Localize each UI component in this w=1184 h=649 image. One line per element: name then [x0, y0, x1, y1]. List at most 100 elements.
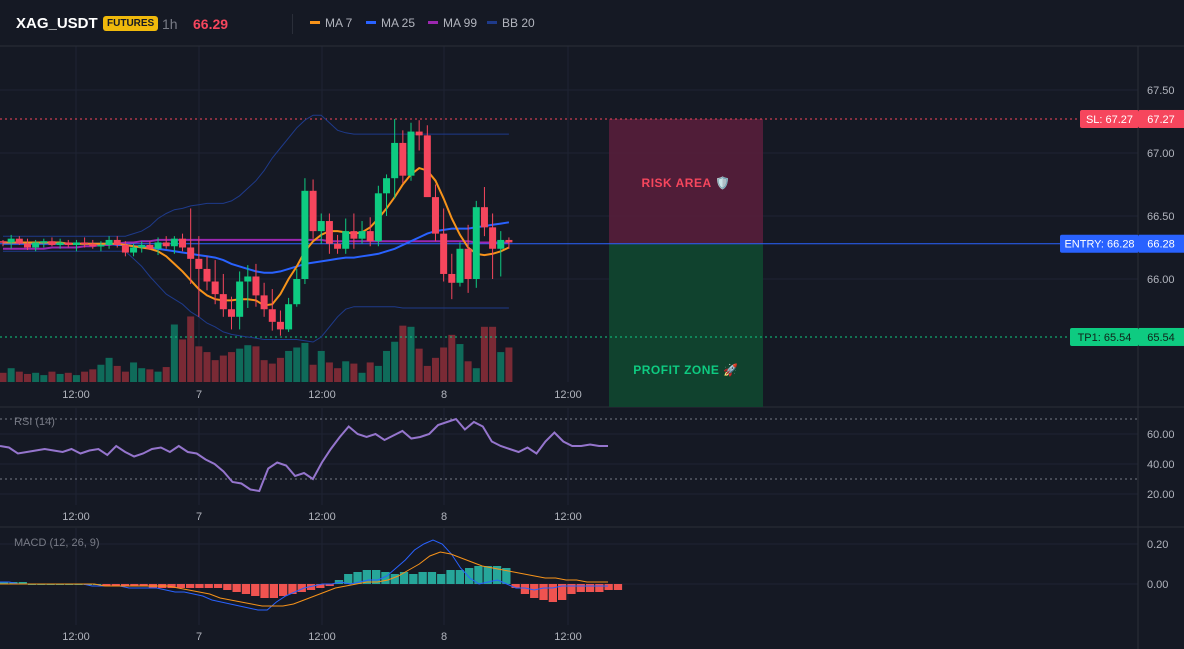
- volume-bar: [23, 373, 31, 382]
- macd-histogram-bar: [195, 584, 204, 588]
- time-axis-label: 12:00: [62, 631, 90, 643]
- macd-histogram-bar: [595, 584, 604, 592]
- macd-histogram-bar: [111, 584, 120, 586]
- candle-body: [89, 243, 97, 247]
- volume-bar: [48, 371, 56, 382]
- candle-body: [325, 221, 333, 244]
- volume-bar: [121, 371, 129, 382]
- macd-histogram-bar: [455, 570, 464, 584]
- volume-bar: [366, 362, 374, 382]
- candle-body: [309, 190, 317, 232]
- volume-bar: [285, 350, 293, 382]
- time-axis-label: 12:00: [554, 389, 582, 401]
- timeframe-label[interactable]: 1h: [162, 16, 178, 32]
- candle-body: [195, 258, 203, 269]
- candle-body: [497, 239, 505, 249]
- volume-bar: [97, 364, 105, 382]
- macd-panel: MACD (12, 26, 9): [0, 537, 623, 611]
- candle-body: [138, 244, 146, 248]
- macd-histogram-bar: [251, 584, 260, 596]
- legend-ma25-swatch: [366, 21, 376, 25]
- candle-body: [489, 227, 497, 249]
- time-axis-label: 12:00: [554, 511, 582, 523]
- candle-body: [268, 309, 276, 322]
- volume-bar: [472, 368, 480, 382]
- entry-price-box: [1139, 234, 1184, 253]
- ma99-line: [3, 238, 509, 250]
- futures-badge: FUTURES: [103, 16, 159, 31]
- candle-body: [64, 242, 72, 245]
- entry-label-box: [1060, 234, 1139, 253]
- macd-histogram-bar: [279, 584, 288, 596]
- candle-body: [113, 239, 121, 245]
- legend-ma7[interactable]: MA 7: [310, 16, 352, 30]
- macd-histogram-bar: [446, 570, 455, 584]
- macd-histogram-bar: [474, 566, 483, 584]
- legend-bb20[interactable]: BB 20: [487, 16, 535, 30]
- candle-body: [407, 131, 415, 176]
- candle-body: [15, 238, 23, 244]
- candle-body: [211, 281, 219, 295]
- macd-histogram-bar: [325, 584, 334, 586]
- volume-bar: [415, 348, 423, 382]
- sl-label-text: SL: 67.27: [1086, 114, 1133, 126]
- macd-histogram-bar: [241, 584, 251, 594]
- level-lines: [0, 118, 1138, 338]
- volume-bar: [195, 346, 203, 382]
- volume-bar: [497, 352, 505, 382]
- time-axis-label: 7: [196, 389, 202, 401]
- volume-bar: [342, 361, 350, 382]
- legend-ma25[interactable]: MA 25: [366, 16, 415, 30]
- volume-bar: [72, 375, 80, 382]
- macd-histogram-bar: [186, 584, 195, 588]
- macd-histogram-bar: [297, 584, 306, 592]
- candle-body: [7, 238, 15, 243]
- macd-histogram-bar: [530, 584, 539, 598]
- candle-body: [56, 242, 64, 245]
- annotations: SL: 67.27 67.27 ENTRY: 66.28 66.28 TP1: 65.5…: [1060, 109, 1184, 346]
- volume-bar: [391, 341, 399, 382]
- candle-body: [383, 178, 391, 194]
- macd-histogram-bar: [232, 584, 241, 592]
- macd-histogram-bar: [427, 572, 437, 584]
- macd-histogram-bar: [269, 584, 278, 598]
- symbol-label[interactable]: XAG_USDT: [16, 15, 98, 32]
- candle-body: [187, 247, 195, 259]
- rsi-line: [0, 417, 608, 493]
- legend-bb20-swatch: [487, 21, 497, 25]
- volume-bar: [480, 326, 488, 382]
- risk-area-label: RISK AREA 🛡️: [642, 176, 731, 190]
- entry-price-text: 66.28: [1147, 239, 1175, 251]
- candle-body: [423, 135, 431, 198]
- time-axis-label: 12:00: [308, 631, 336, 643]
- macd-histogram-bar: [409, 574, 418, 584]
- volume-bar: [154, 371, 162, 382]
- volume-bar: [440, 347, 448, 382]
- macd-axis-label: 0.20: [1147, 539, 1168, 551]
- macd-histogram-bar: [316, 584, 325, 588]
- legend-ma99[interactable]: MA 99: [428, 16, 477, 30]
- volume-bar: [203, 352, 211, 382]
- volume-bar: [64, 372, 72, 382]
- axes: 66.00 66.50 67.00 67.50 20.00 40.00 60.00 0.00 0…: [62, 85, 1174, 643]
- volume-bar: [276, 357, 284, 382]
- candles: [0, 118, 513, 336]
- macd-histogram-bar: [585, 584, 595, 592]
- macd-histogram-bar: [483, 566, 492, 584]
- price-axis-label: 66.50: [1147, 211, 1175, 223]
- macd-histogram-bar: [130, 584, 139, 586]
- macd-histogram-bar: [437, 574, 446, 584]
- tp1-label-box: [1070, 327, 1139, 346]
- volume-bar: [138, 368, 146, 382]
- entry-label-text: ENTRY: 66.28: [1064, 239, 1134, 251]
- macd-histogram-bar: [502, 568, 511, 584]
- candle-body: [293, 279, 301, 305]
- volume-bar: [489, 326, 497, 382]
- volume-bar: [464, 361, 472, 382]
- time-axis-label: 12:00: [554, 631, 582, 643]
- volume-bar: [7, 368, 15, 382]
- volume-bar: [40, 375, 48, 382]
- legend-ma99-swatch: [428, 21, 438, 25]
- macd-title: MACD (12, 26, 9): [14, 537, 100, 549]
